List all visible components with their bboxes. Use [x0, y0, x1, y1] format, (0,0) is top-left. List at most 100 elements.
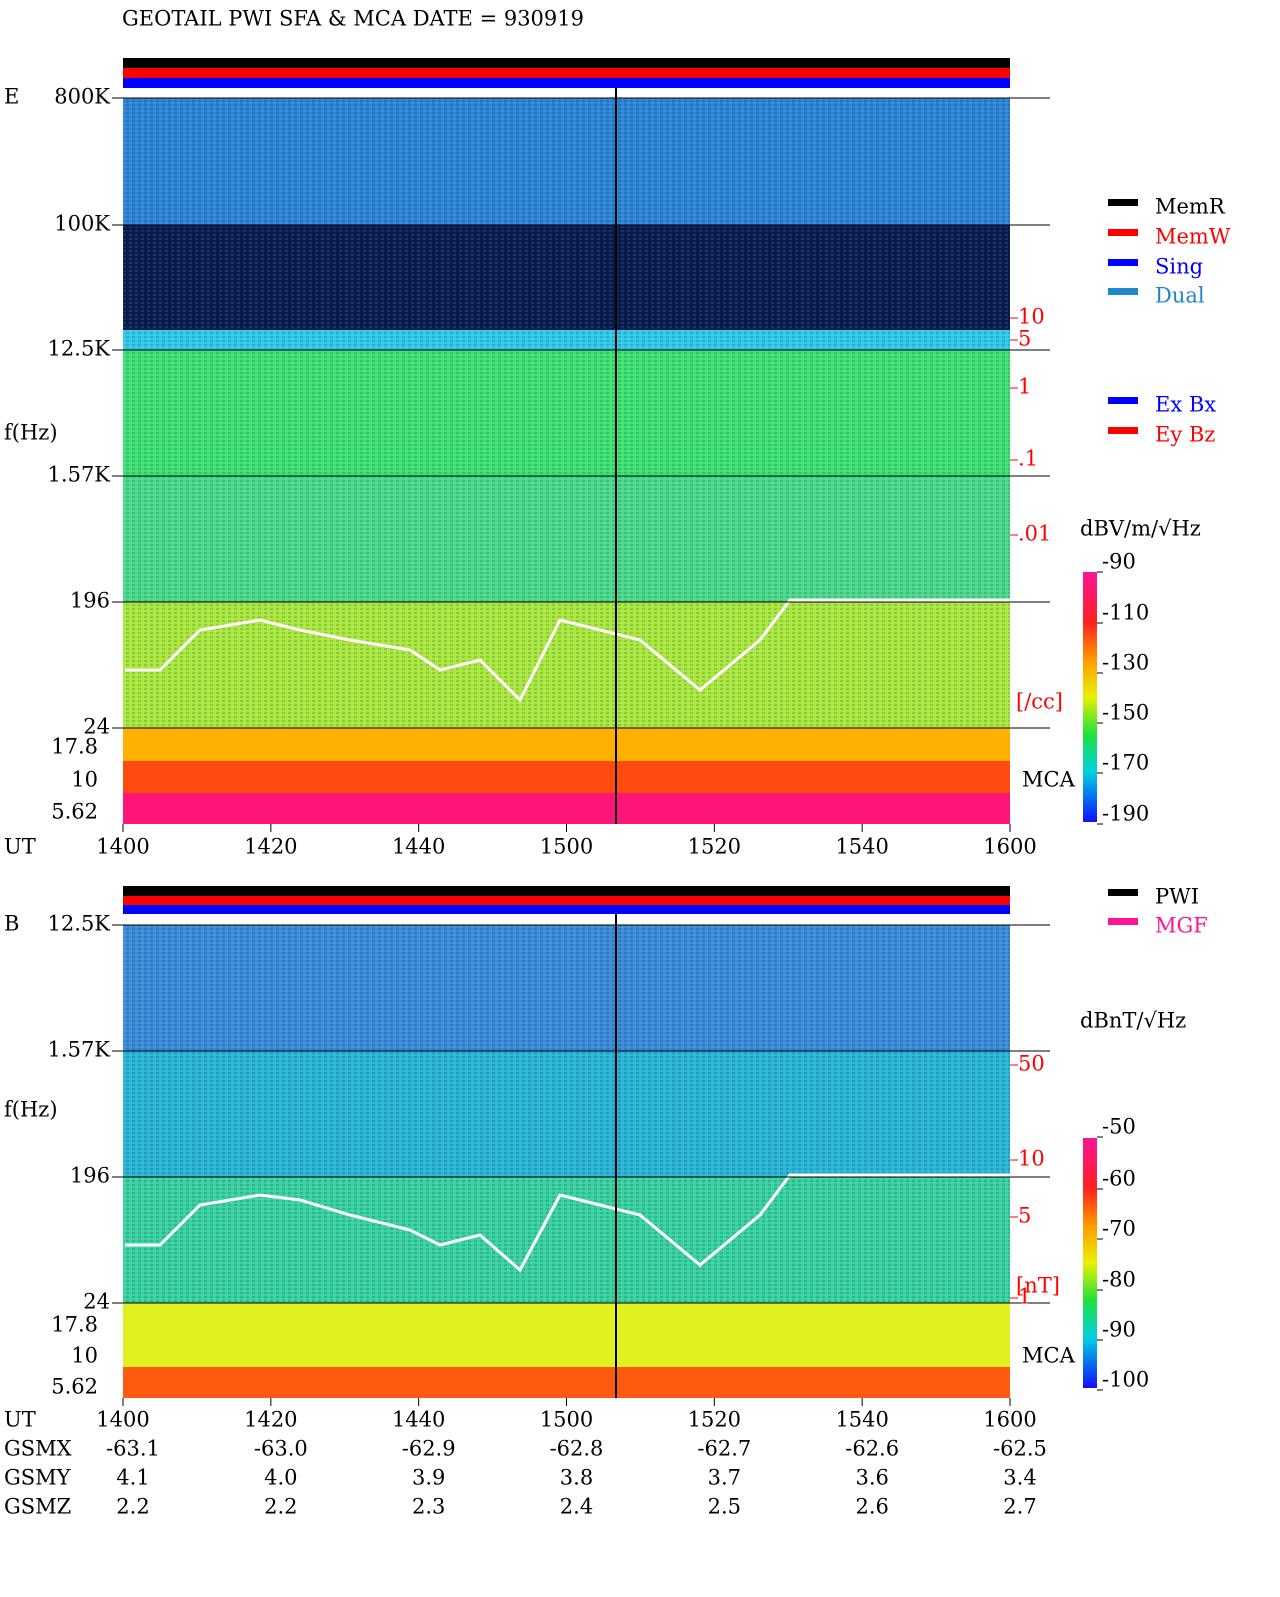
orbit-label: GSMZ [4, 1495, 71, 1519]
x-tick-label: 1540 [835, 1408, 888, 1432]
x-tick-label: 1520 [688, 835, 741, 859]
legend-swatch [1108, 918, 1138, 925]
x-tick-label: 1400 [96, 835, 149, 859]
orbit-value: 4.0 [264, 1466, 297, 1490]
legend-label: Ex Bx [1155, 393, 1216, 417]
density-tick-label: 1 [1018, 375, 1031, 399]
y-tick-label: 12.5K [48, 912, 111, 936]
y-axis-label: f(Hz) [4, 421, 58, 445]
orbit-value: 2.3 [412, 1495, 445, 1519]
colorbar-tick-label: -60 [1102, 1167, 1136, 1191]
orbit-value: -62.6 [845, 1437, 899, 1461]
legend-swatch [1108, 397, 1138, 404]
legend-label: MemW [1155, 225, 1231, 249]
colorbar-tick-label: -170 [1102, 751, 1149, 775]
orbit-label: GSMX [4, 1437, 72, 1461]
colorbar-unit: dBnT/√Hz [1080, 1009, 1186, 1033]
colorbar-tick-label: -100 [1102, 1368, 1149, 1392]
legend-swatch [1108, 229, 1138, 236]
x-tick-label: 1420 [244, 1408, 297, 1432]
orbit-value: 3.7 [708, 1466, 741, 1490]
legend-label: Sing [1155, 255, 1203, 279]
x-tick-label: 1500 [540, 1408, 593, 1432]
legend-label: PWI [1155, 885, 1199, 909]
density-unit: [nT] [1016, 1274, 1060, 1298]
x-tick-label: 1540 [835, 835, 888, 859]
x-tick-label: 1400 [96, 1408, 149, 1432]
density-tick-label: 50 [1018, 1052, 1045, 1076]
mca-tick-label: 17.8 [51, 735, 98, 759]
orbit-value: 4.1 [116, 1466, 149, 1490]
orbit-value: -62.9 [402, 1437, 456, 1461]
x-tick-label: 1420 [244, 835, 297, 859]
orbit-label: GSMY [4, 1466, 72, 1490]
colorbar-tick-label: -190 [1102, 802, 1149, 826]
colorbar-tick-label: -50 [1102, 1115, 1136, 1139]
legend-swatch [1108, 199, 1138, 206]
density-tick-label: 1 [1018, 1285, 1031, 1309]
mca-tick-label: 5.62 [51, 800, 98, 824]
legend-swatch [1108, 427, 1138, 434]
density-tick-label: 10 [1018, 1147, 1045, 1171]
y-tick-label: 800K [54, 85, 110, 109]
y-tick-label: 24 [83, 1290, 110, 1314]
colorbar-tick-label: -130 [1102, 651, 1149, 675]
colorbar-unit: dBV/m/√Hz [1080, 517, 1201, 541]
panel-label: E [4, 85, 19, 109]
panel-label: B [4, 912, 19, 936]
orbit-value: -62.5 [993, 1437, 1047, 1461]
y-tick-label: 1.57K [48, 463, 111, 487]
legend-label: MemR [1155, 195, 1226, 219]
legend-swatch [1108, 259, 1138, 266]
spectrogram [123, 58, 1097, 1398]
legend-label: Dual [1155, 284, 1205, 308]
colorbar-tick-label: -80 [1102, 1268, 1136, 1292]
colorbar-tick-label: -70 [1102, 1217, 1136, 1241]
x-tick-label: 1500 [540, 835, 593, 859]
x-tick-label: 1600 [983, 1408, 1036, 1432]
orbit-value: 3.8 [560, 1466, 593, 1490]
orbit-value: 3.6 [855, 1466, 888, 1490]
density-tick-label: .01 [1018, 522, 1051, 546]
x-tick-label: 1520 [688, 1408, 741, 1432]
y-tick-label: 196 [70, 589, 110, 613]
orbit-value: -62.8 [550, 1437, 604, 1461]
colorbar-tick-label: -90 [1102, 1318, 1136, 1342]
legend-swatch [1108, 889, 1138, 896]
colorbar-tick-label: -90 [1102, 550, 1136, 574]
mca-tick-label: 10 [71, 768, 98, 792]
mca-label: MCA [1022, 1344, 1076, 1368]
legend-label: MGF [1155, 914, 1208, 938]
orbit-value: 2.4 [560, 1495, 593, 1519]
orbit-value: 2.7 [1003, 1495, 1036, 1519]
mca-label: MCA [1022, 768, 1076, 792]
orbit-value: 3.4 [1003, 1466, 1036, 1490]
y-tick-label: 12.5K [48, 337, 111, 361]
density-unit: [/cc] [1016, 690, 1063, 714]
mca-tick-label: 5.62 [51, 1375, 98, 1399]
orbit-value: 2.2 [116, 1495, 149, 1519]
x-tick-label: 1600 [983, 835, 1036, 859]
legend-label: Ey Bz [1155, 423, 1215, 447]
orbit-value: -63.1 [106, 1437, 160, 1461]
time-axis-label: UT [4, 835, 36, 859]
orbit-value: 3.9 [412, 1466, 445, 1490]
x-tick-label: 1440 [392, 835, 445, 859]
orbit-value: -62.7 [697, 1437, 751, 1461]
y-tick-label: 1.57K [48, 1038, 111, 1062]
density-tick-label: 10 [1018, 305, 1045, 329]
x-tick-label: 1440 [392, 1408, 445, 1432]
density-tick-label: 5 [1018, 1204, 1031, 1228]
y-tick-label: 24 [83, 715, 110, 739]
y-tick-label: 100K [54, 212, 110, 236]
mca-tick-label: 17.8 [51, 1313, 98, 1337]
orbit-value: 2.2 [264, 1495, 297, 1519]
colorbar-tick-label: -110 [1102, 601, 1149, 625]
mca-tick-label: 10 [71, 1344, 98, 1368]
density-tick-label: 5 [1018, 327, 1031, 351]
colorbar-tick-label: -150 [1102, 701, 1149, 725]
time-axis-label: UT [4, 1408, 36, 1432]
orbit-value: 2.5 [708, 1495, 741, 1519]
y-axis-label: f(Hz) [4, 1098, 58, 1122]
